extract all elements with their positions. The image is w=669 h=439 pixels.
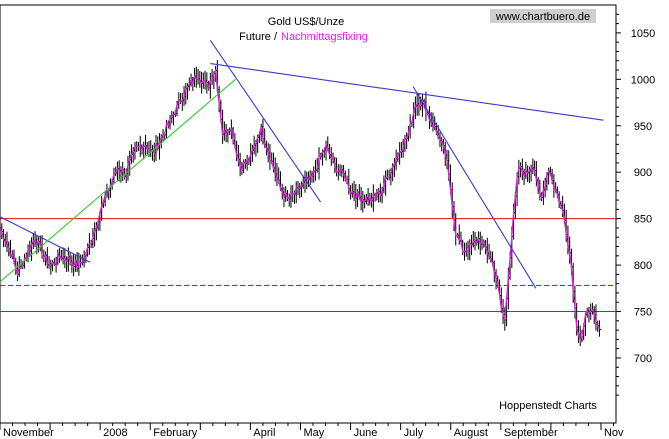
y-tick-label: 1050 [631, 28, 655, 40]
x-month-label: June [354, 427, 378, 439]
chart-subtitle-prefix: Future / [239, 31, 278, 43]
x-month-label: August [454, 427, 488, 439]
x-month-label: July [404, 427, 424, 439]
y-tick-label: 900 [634, 167, 652, 179]
y-tick-label: 1000 [631, 74, 655, 86]
x-month-label: February [153, 427, 198, 439]
footer-credit: Hoppenstedt Charts [499, 400, 597, 412]
y-tick-label: 750 [634, 307, 652, 319]
y-axis: 700 750 800 850 900 950 1000 1050 [616, 13, 655, 396]
x-month-label: September [504, 427, 558, 439]
y-tick-label: 950 [634, 121, 652, 133]
x-month-label: November [3, 427, 54, 439]
close-price-line [0, 68, 601, 342]
trend-line-1 [0, 216, 91, 263]
y-tick-label: 700 [634, 353, 652, 365]
chart-title: Gold US$/Unze [268, 16, 344, 28]
trend-line-5 [412, 86, 537, 289]
trend-line-3 [209, 39, 321, 203]
support-resistance-lines [0, 218, 616, 313]
trend-line-4 [210, 62, 604, 121]
website-label: www.chartbuero.de [495, 11, 590, 23]
x-month-label: 2008 [103, 427, 127, 439]
x-axis: November 2008 February April May June July Augu… [0, 423, 624, 439]
price-bars [0, 60, 602, 347]
x-month-label: April [253, 427, 275, 439]
chart-subtitle-highlight: Nachmittagsfixing [281, 31, 368, 43]
trend-lines [0, 39, 604, 289]
website-badge-background [490, 9, 596, 23]
plot-frame [0, 4, 617, 424]
x-month-label: May [303, 427, 324, 439]
y-tick-label: 850 [634, 214, 652, 226]
trend-line-2 [0, 78, 236, 283]
y-tick-label: 800 [634, 260, 652, 272]
x-month-label: Nov [604, 427, 624, 439]
